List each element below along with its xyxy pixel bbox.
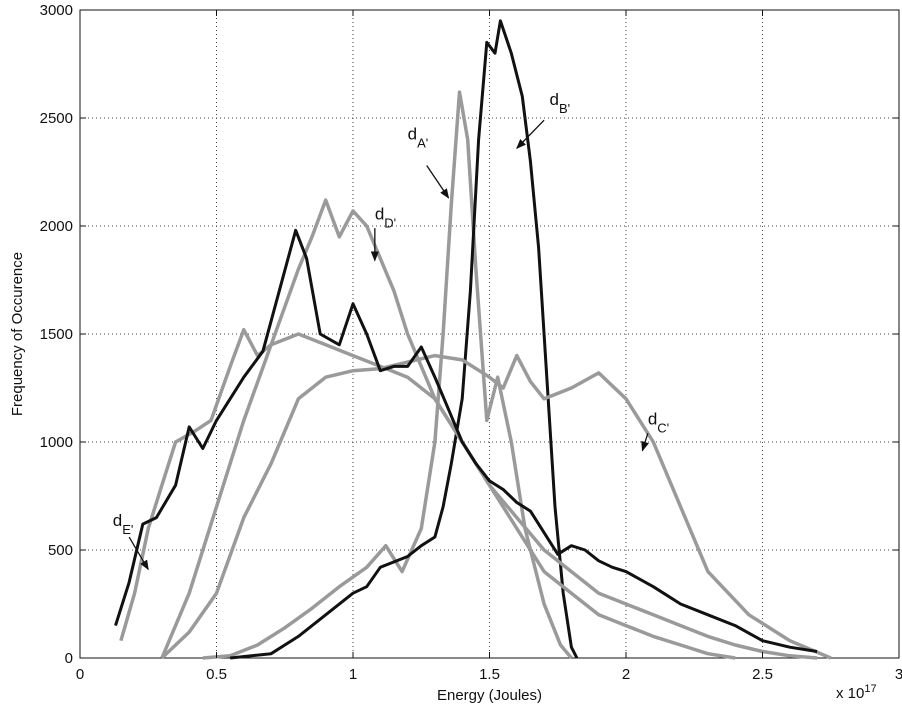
series-line-5 (119, 327, 818, 660)
x-axis-multiplier-exponent: 17 (864, 683, 876, 695)
series-line-6 (114, 228, 818, 653)
annotation-label: dE' (113, 511, 134, 537)
annotation-label-base: d (113, 511, 122, 530)
x-tick-label: 3 (895, 666, 902, 683)
y-tick-label: 0 (65, 650, 73, 667)
annotation-arrow (426, 165, 450, 199)
x-axis-label: Energy (Joules) (437, 687, 542, 704)
annotation-label: dA' (408, 125, 429, 151)
annotation-label: dB' (550, 90, 571, 116)
x-tick-label: 2.5 (752, 666, 773, 683)
annotation-label: dC' (648, 410, 669, 436)
x-tick-label: 2 (622, 666, 630, 683)
x-tick-label: 0 (76, 666, 84, 683)
x-tick-label: 1 (349, 666, 357, 683)
y-tick-label: 2500 (40, 110, 73, 127)
x-axis-multiplier: x 1017 (836, 683, 877, 702)
x-tick-label: 0.5 (206, 666, 227, 683)
y-tick-label: 3000 (40, 2, 73, 19)
grid (80, 10, 899, 658)
x-axis-multiplier-base: x 10 (836, 685, 864, 702)
series-line-4 (160, 198, 736, 660)
annotation-label-base: d (375, 205, 384, 224)
annotation-arrow (516, 119, 545, 149)
annotation-label-base: d (550, 90, 559, 109)
x-tick-label: 1.5 (479, 666, 500, 683)
annotation-label-subscript: D' (384, 216, 396, 231)
annotation-label-subscript: C' (657, 421, 669, 436)
annotations: dA'dB'dC'dD'dE' (113, 90, 669, 571)
annotation-label-subscript: E' (122, 522, 133, 537)
annotation-arrow (641, 433, 649, 452)
series-line-2 (230, 19, 579, 660)
y-tick-label: 1000 (40, 434, 73, 451)
series-line-1 (202, 90, 573, 660)
annotation-label-subscript: B' (559, 101, 570, 116)
y-tick-label: 2000 (40, 218, 73, 235)
annotation-label-base: d (408, 125, 417, 144)
series-group (114, 19, 832, 660)
annotation-label-subscript: A' (417, 136, 428, 151)
annotation-label-base: d (648, 410, 657, 429)
y-axis-label: Frequency of Occurence (9, 252, 26, 416)
tick-labels: 0 0.5 1 1.5 2 2.5 3 0 500 1000 1500 2000 2500 3000 (40, 2, 902, 683)
series-line-3 (160, 353, 832, 660)
annotation-arrow (128, 536, 149, 571)
y-tick-label: 500 (48, 542, 73, 559)
annotation-label: dD' (375, 205, 396, 231)
y-tick-label: 1500 (40, 326, 73, 343)
